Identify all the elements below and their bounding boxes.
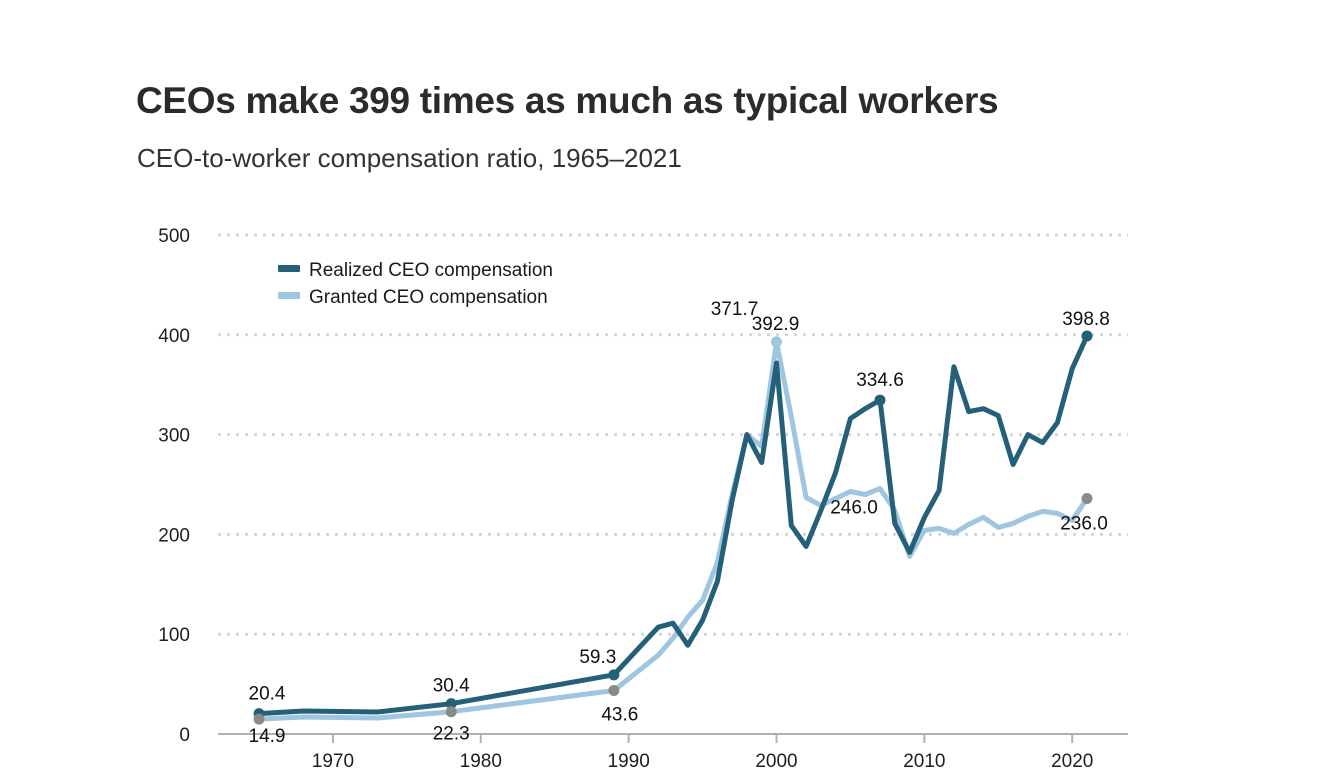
y-tick-label: 300 xyxy=(158,426,190,447)
series-line-realized xyxy=(256,333,1090,717)
legend: Realized CEO compensation Granted CEO co… xyxy=(278,260,553,308)
data-label-granted-2007: 246.0 xyxy=(830,497,878,518)
data-label-granted-2021: 236.0 xyxy=(1060,513,1108,534)
data-label-realized-2000: 371.7 xyxy=(711,299,759,320)
data-label-realized-2021: 398.8 xyxy=(1062,309,1110,330)
marker-granted-1989 xyxy=(608,684,620,696)
series-lines xyxy=(256,333,1090,722)
marker-granted-2000 xyxy=(771,336,782,348)
legend-swatch-realized xyxy=(278,265,300,272)
marker-realized-1978 xyxy=(445,698,457,710)
x-tick-label: 1970 xyxy=(312,751,354,772)
axes: 0 100 200 300 400 500 1970 1980 1990 2000 2010 2020 xyxy=(158,226,1128,772)
series-markers xyxy=(253,330,1093,725)
legend-swatch-granted xyxy=(278,292,300,299)
y-tick-label: 500 xyxy=(158,226,190,247)
x-tick-label: 2000 xyxy=(755,751,797,772)
x-tick-label: 1980 xyxy=(460,751,502,772)
series-line-granted xyxy=(256,339,1090,722)
data-label-realized-1978: 30.4 xyxy=(433,676,470,697)
x-tick-label: 2010 xyxy=(903,751,945,772)
marker-granted-2021 xyxy=(1081,492,1093,504)
data-label-granted-1978: 22.3 xyxy=(433,724,470,745)
gridlines xyxy=(218,233,1128,636)
data-label-realized-2007: 334.6 xyxy=(856,370,904,391)
marker-granted-1965 xyxy=(253,713,265,725)
y-tick-label: 100 xyxy=(158,625,190,646)
marker-realized-2021 xyxy=(1081,330,1093,342)
legend-label-realized: Realized CEO compensation xyxy=(309,260,553,281)
marker-realized-2007 xyxy=(874,394,886,406)
y-tick-label: 200 xyxy=(158,525,190,546)
y-tick-label: 0 xyxy=(179,725,190,746)
legend-label-granted: Granted CEO compensation xyxy=(309,287,548,308)
data-label-realized-1989: 59.3 xyxy=(579,647,616,668)
data-label-granted-2000: 392.9 xyxy=(752,314,800,335)
x-tick-label: 2020 xyxy=(1051,751,1093,772)
y-tick-label: 400 xyxy=(158,326,190,347)
chart-title: CEOs make 399 times as much as typical w… xyxy=(136,80,999,121)
marker-granted-1978 xyxy=(445,706,457,718)
data-label-granted-1965: 14.9 xyxy=(249,726,286,747)
marker-realized-1989 xyxy=(608,669,620,681)
chart-subtitle: CEO-to-worker compensation ratio, 1965–2… xyxy=(137,143,682,173)
data-label-granted-1989: 43.6 xyxy=(601,704,638,725)
x-tick-label: 1990 xyxy=(608,751,650,772)
data-label-realized-1965: 20.4 xyxy=(249,684,286,705)
